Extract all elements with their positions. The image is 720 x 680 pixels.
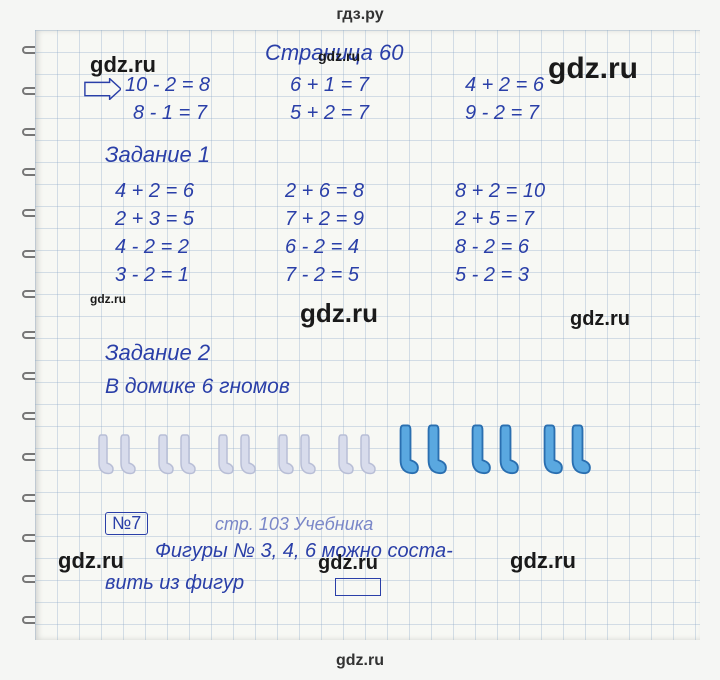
- note-line2: вить из фигур: [105, 572, 244, 595]
- watermark: gdz.ru: [318, 552, 378, 575]
- site-footer: gdz.ru: [0, 652, 720, 670]
- watermark: gdz.ru: [548, 52, 638, 86]
- boot-pair-icon: [95, 433, 137, 475]
- task2-heading: Задание 2: [105, 340, 210, 366]
- note-line1: Фигуры № 3, 4, 6 можно соста-: [155, 540, 675, 563]
- arrow-icon: [83, 78, 121, 100]
- site-header: гдз.ру: [0, 6, 720, 24]
- note-ref: стр. 103 Учебника: [215, 514, 373, 535]
- watermark: gdz.ru: [318, 48, 360, 64]
- task1-eq: 3 - 2 = 1: [115, 264, 189, 287]
- rectangle-shape-icon: [335, 578, 381, 596]
- task1-eq: 6 - 2 = 4: [285, 236, 359, 259]
- task1-eq: 7 - 2 = 5: [285, 264, 359, 287]
- boot-pair-icon: [155, 433, 197, 475]
- watermark: gdz.ru: [570, 308, 630, 331]
- watermark: gdz.ru: [90, 52, 156, 78]
- task1-eq: 2 + 5 = 7: [455, 208, 534, 231]
- intro-eq: 9 - 2 = 7: [465, 102, 539, 125]
- task2-text: В домике 6 гномов: [105, 375, 290, 399]
- task1-eq: 2 + 6 = 8: [285, 180, 364, 203]
- boots-row: [95, 415, 685, 475]
- boot-pair-icon: [215, 433, 257, 475]
- notebook-page: Страница 60 10 - 2 = 8 6 + 1 = 7 4 + 2 =…: [35, 30, 700, 640]
- watermark: gdz.ru: [58, 548, 124, 574]
- boot-pair-icon: [335, 433, 377, 475]
- task1-eq: 4 + 2 = 6: [115, 180, 194, 203]
- boot-pair-icon: [539, 423, 593, 475]
- notebook-spiral: [22, 30, 36, 640]
- task1-heading: Задание 1: [105, 142, 210, 168]
- task1-eq: 7 + 2 = 9: [285, 208, 364, 231]
- boot-pair-icon: [275, 433, 317, 475]
- task1-eq: 2 + 3 = 5: [115, 208, 194, 231]
- intro-eq: 6 + 1 = 7: [290, 74, 369, 97]
- task1-eq: 8 - 2 = 6: [455, 236, 529, 259]
- watermark: gdz.ru: [90, 292, 126, 306]
- task1-eq: 8 + 2 = 10: [455, 180, 545, 203]
- intro-eq: 5 + 2 = 7: [290, 102, 369, 125]
- task1-eq: 4 - 2 = 2: [115, 236, 189, 259]
- boot-pair-icon: [395, 423, 449, 475]
- note-number: №7: [105, 512, 148, 535]
- watermark: gdz.ru: [510, 548, 576, 574]
- boot-pair-icon: [467, 423, 521, 475]
- intro-eq: 8 - 1 = 7: [133, 102, 207, 125]
- watermark: gdz.ru: [300, 298, 378, 329]
- intro-eq: 4 + 2 = 6: [465, 74, 544, 97]
- task1-eq: 5 - 2 = 3: [455, 264, 529, 287]
